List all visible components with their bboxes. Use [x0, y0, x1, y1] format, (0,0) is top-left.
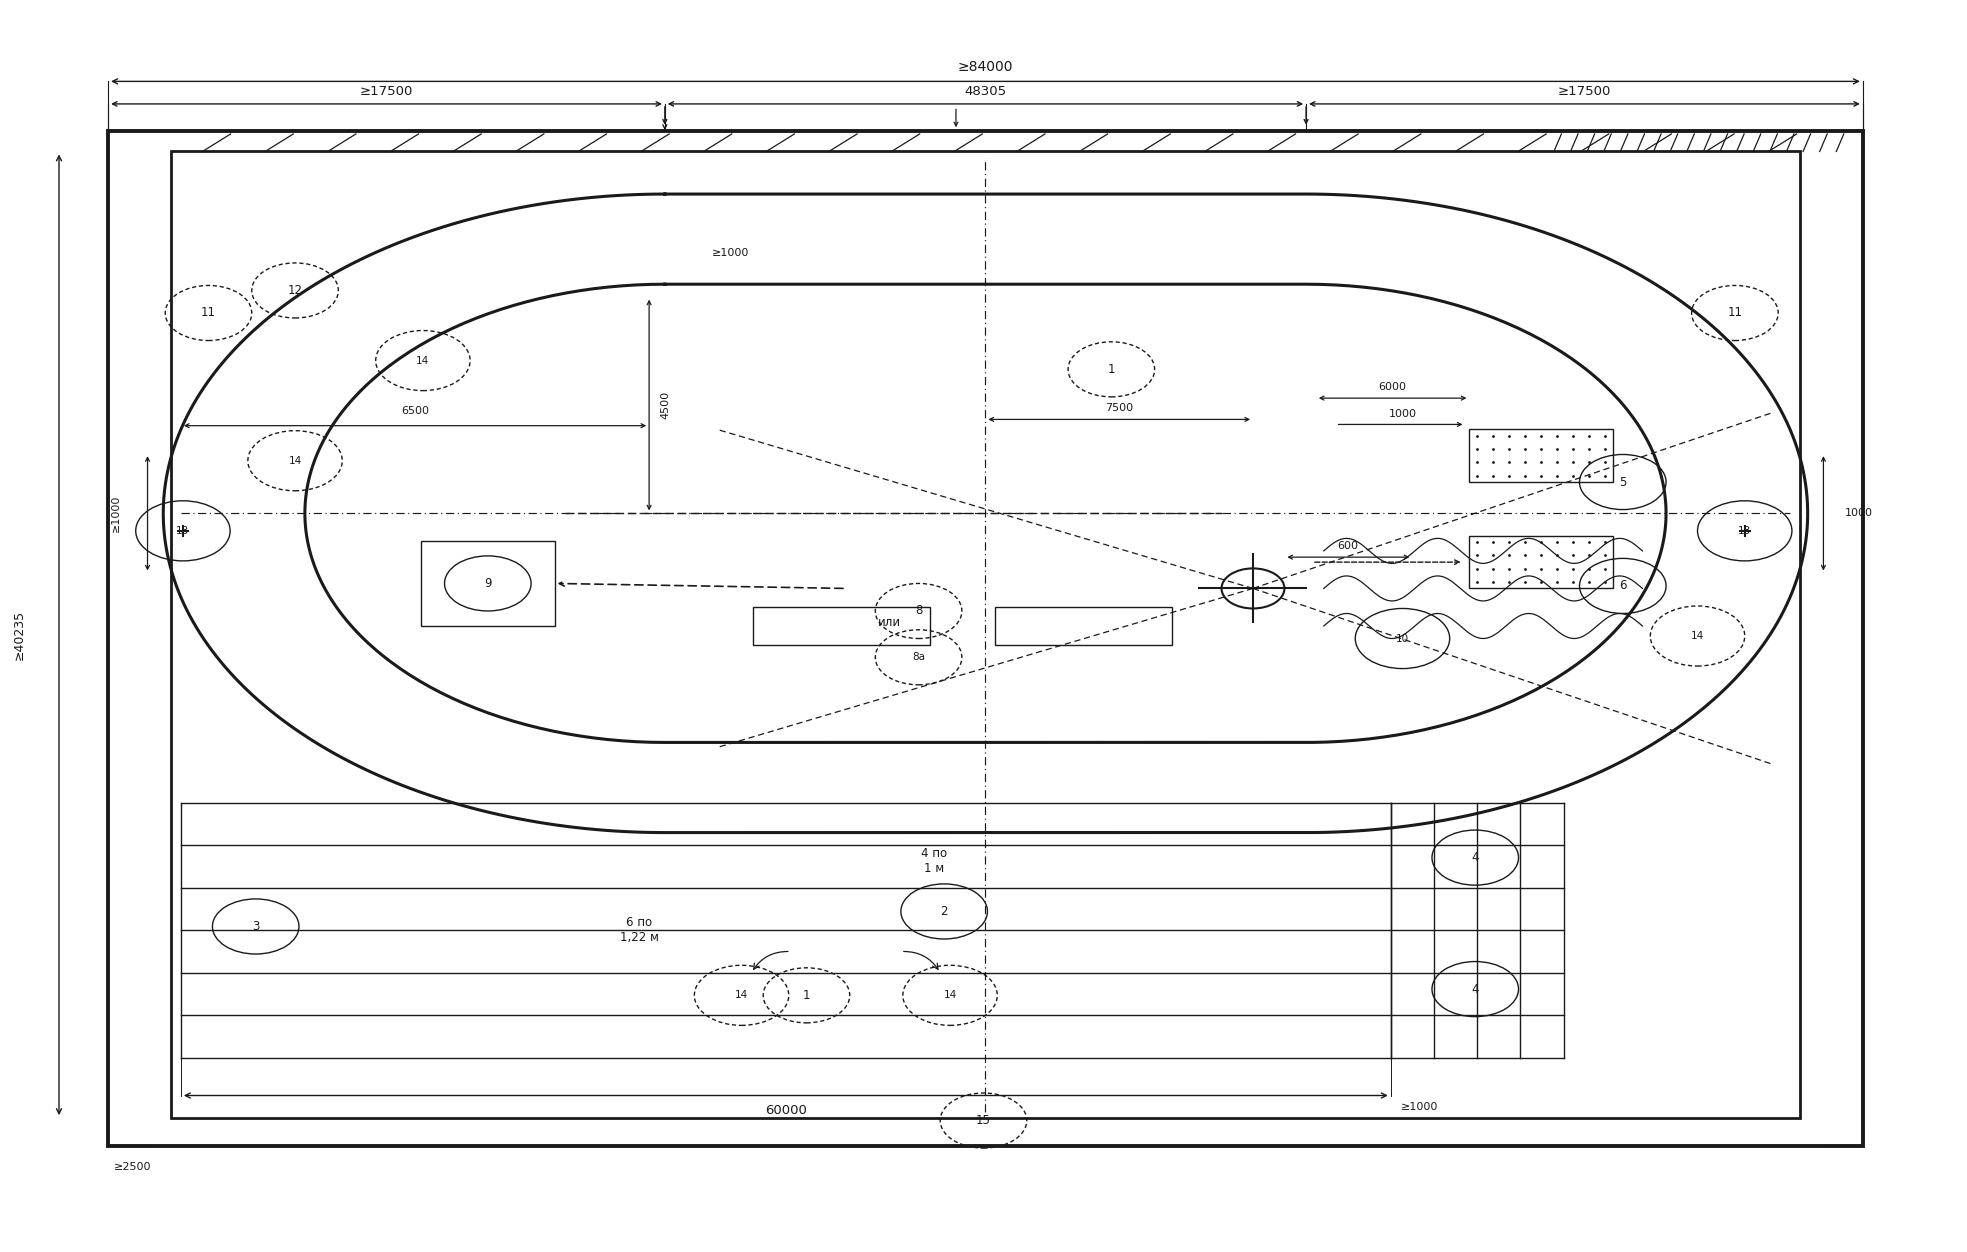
Text: 48305: 48305	[964, 85, 1007, 98]
Text: 15: 15	[976, 1114, 991, 1127]
Text: или: или	[877, 616, 901, 629]
Text: 14: 14	[1692, 631, 1703, 641]
Text: 8: 8	[915, 605, 923, 617]
Text: 11: 11	[1727, 307, 1743, 319]
Text: ≥84000: ≥84000	[958, 60, 1013, 74]
Text: 4500: 4500	[661, 391, 671, 419]
Text: ≥2500: ≥2500	[114, 1162, 151, 1172]
Text: 6: 6	[1619, 580, 1627, 592]
Text: 14: 14	[289, 456, 301, 466]
Text: 14: 14	[736, 990, 747, 1000]
Text: 1000: 1000	[1389, 409, 1416, 419]
Bar	[1469, 429, 1613, 482]
Text: 1: 1	[1107, 363, 1115, 376]
Text: ≥40235: ≥40235	[14, 610, 26, 660]
Text: 14: 14	[417, 356, 429, 366]
Text: 8а: 8а	[913, 652, 924, 662]
Text: 6 по
1,22 м: 6 по 1,22 м	[620, 916, 659, 944]
Text: 6500: 6500	[401, 406, 429, 416]
Text: 13: 13	[1739, 526, 1751, 536]
Bar	[1469, 536, 1613, 588]
Text: 600: 600	[1338, 541, 1357, 551]
Text: 4 по
1 м: 4 по 1 м	[921, 848, 948, 875]
Text: 14: 14	[944, 990, 956, 1000]
Text: 60000: 60000	[765, 1104, 806, 1117]
Bar	[753, 607, 930, 645]
Bar	[108, 131, 1863, 1146]
Text: 4: 4	[1471, 983, 1479, 995]
Text: ≥17500: ≥17500	[1558, 85, 1611, 98]
Bar	[171, 151, 1800, 1118]
Text: ≥1000: ≥1000	[712, 248, 749, 258]
Text: ≥17500: ≥17500	[360, 85, 413, 98]
Text: 9: 9	[484, 577, 492, 590]
Text: 10: 10	[1397, 634, 1408, 644]
Bar	[995, 607, 1172, 645]
Text: ≥1000: ≥1000	[1401, 1102, 1438, 1112]
Text: 13: 13	[177, 526, 189, 536]
Text: 4: 4	[1471, 851, 1479, 864]
Text: 2: 2	[940, 905, 948, 918]
Text: ≥1000: ≥1000	[110, 495, 122, 532]
Text: 3: 3	[252, 920, 260, 933]
Text: 6000: 6000	[1379, 382, 1406, 392]
Text: 12: 12	[287, 284, 303, 297]
Text: 5: 5	[1619, 476, 1627, 488]
Text: 1000: 1000	[1845, 508, 1873, 518]
Text: 1: 1	[803, 989, 810, 1002]
Bar	[421, 541, 555, 626]
Text: 11: 11	[201, 307, 216, 319]
Text: 7500: 7500	[1105, 403, 1133, 413]
